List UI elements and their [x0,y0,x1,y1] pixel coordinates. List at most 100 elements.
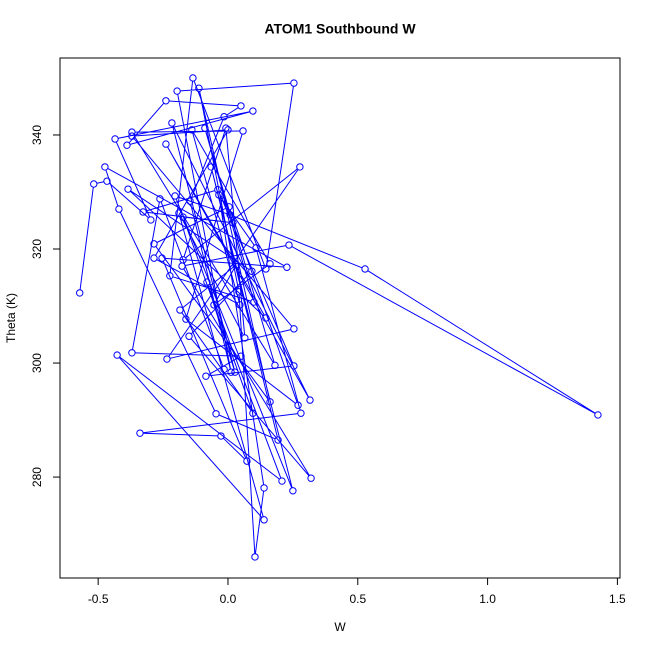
data-line [79,80,596,554]
data-point [215,191,223,199]
data-point [175,209,183,217]
y-tick-label: 280 [30,467,44,487]
data-point [158,254,166,262]
data-point [262,314,270,322]
data-point [166,272,174,280]
y-tick-label: 320 [30,239,44,259]
data-point [168,119,176,127]
x-axis-label: W [334,620,346,634]
data-point [290,362,298,370]
data-point [195,84,203,92]
data-point [150,240,158,248]
data-point [217,432,225,440]
x-tick-label: 0.5 [349,592,366,606]
data-point [361,265,369,273]
data-point [163,355,171,363]
y-tick-label: 300 [30,353,44,373]
x-tick-label: 1.5 [609,592,626,606]
data-point [147,216,155,224]
data-point [274,436,282,444]
data-point [225,203,233,211]
data-point [150,254,158,262]
data-point [285,241,293,249]
data-point [231,368,239,376]
data-point [179,213,187,221]
data-point [232,261,240,269]
data-point [266,260,274,268]
data-point [76,289,84,297]
data-point [237,352,245,360]
data-point [249,107,257,115]
data-point [188,126,196,134]
data-point [235,288,243,296]
data-point [266,398,274,406]
data-point [123,141,131,149]
data-point [173,87,181,95]
data-point [176,306,184,314]
data-point [290,325,298,333]
data-point [210,301,218,309]
data-point [224,126,232,134]
x-tick-label: 0.0 [220,592,237,606]
data-point [237,102,245,110]
data-point [306,396,314,404]
data-point [201,124,209,132]
data-point [222,124,230,132]
x-tick-label: 1.0 [479,592,496,606]
data-point [212,410,220,418]
data-point [101,163,109,171]
data-point [248,267,256,275]
data-point [307,474,315,482]
data-point [156,195,164,203]
data-point [289,487,297,495]
data-point [203,278,211,286]
data-point [236,301,244,309]
data-point [207,163,215,171]
data-point [202,372,210,380]
data-point [260,516,268,524]
data-point [297,409,305,417]
data-point [162,140,170,148]
data-point [250,298,258,306]
data-point [220,113,228,121]
data-point [294,401,302,409]
data-point [226,211,234,219]
data-point [124,185,132,193]
data-point [186,197,194,205]
data-point [594,411,602,419]
data-point [115,205,123,213]
data-point [251,553,259,561]
data-point [90,180,98,188]
data-point [111,135,119,143]
data-point [185,332,193,340]
y-axis-label: Theta (K) [4,293,18,343]
data-point [262,265,270,273]
y-tick-label: 340 [30,125,44,145]
data-point [220,365,228,374]
data-point [229,219,237,227]
data-point [162,97,170,105]
data-point [136,429,144,437]
data-point [260,484,268,492]
data-point [179,256,187,264]
data-point [171,192,179,200]
data-point [283,263,291,271]
data-point [239,127,247,135]
data-point [278,477,286,485]
data-point [296,163,304,171]
data-point [113,351,121,359]
data-point [103,177,111,185]
data-point [189,74,197,82]
data-point [214,186,222,194]
data-point [128,349,136,357]
data-point [128,128,136,136]
data-point [271,361,279,370]
data-point [249,409,257,417]
data-point [139,208,147,216]
data-point [290,79,298,87]
data-point [243,457,251,465]
data-point [241,334,249,342]
data-point [252,244,260,252]
